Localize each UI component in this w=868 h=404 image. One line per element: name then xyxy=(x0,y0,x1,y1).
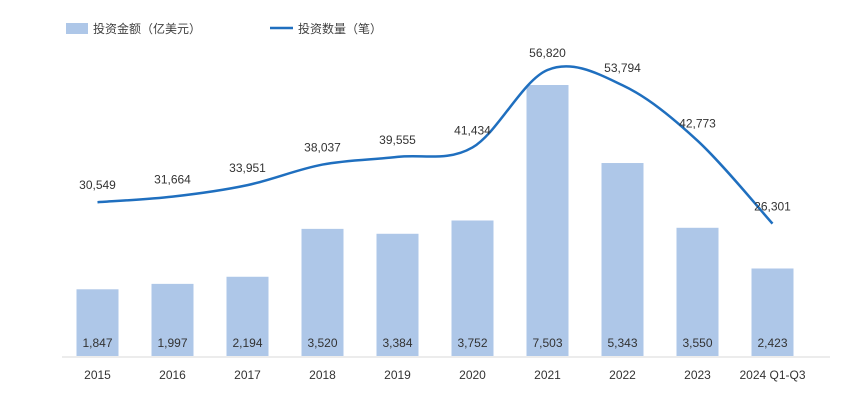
x-tick-2016: 2016 xyxy=(159,368,186,382)
line-label-2015: 30,549 xyxy=(79,178,116,192)
line-label-2021: 56,820 xyxy=(529,46,566,60)
bar-2015 xyxy=(76,289,119,356)
bar-2016 xyxy=(151,283,194,356)
bar-2020 xyxy=(451,220,494,356)
bar-label-2023: 3,550 xyxy=(682,336,712,350)
bar-2023 xyxy=(676,227,719,356)
line-label-2019: 39,555 xyxy=(379,133,416,147)
legend-swatch-amount xyxy=(66,23,88,34)
bar-label-2019: 3,384 xyxy=(382,336,412,350)
bar-label-2016: 1,997 xyxy=(157,336,187,350)
x-tick-2017: 2017 xyxy=(234,368,261,382)
x-tick-2024 Q1-Q3: 2024 Q1-Q3 xyxy=(739,368,805,382)
x-tick-2021: 2021 xyxy=(534,368,561,382)
bar-series xyxy=(76,85,794,357)
legend-label-count: 投资数量（笔） xyxy=(298,21,382,36)
bar-2021 xyxy=(526,85,569,357)
bar-data-labels: 1,847 1,997 2,194 3,520 3,384 3,752 7,503 5,343… xyxy=(82,336,787,350)
x-tick-2015: 2015 xyxy=(84,368,111,382)
line-label-2023: 42,773 xyxy=(679,117,716,131)
line-label-2022: 53,794 xyxy=(604,61,641,75)
bar-label-2017: 2,194 xyxy=(232,336,262,350)
x-tick-2022: 2022 xyxy=(609,368,636,382)
bar-label-2024 Q1-Q3: 2,423 xyxy=(757,336,787,350)
x-axis-ticks: 2015 2016 2017 2018 2019 2020 2021 2022 2023 2024… xyxy=(84,368,806,382)
legend-label-amount: 投资金额（亿美元） xyxy=(93,21,201,36)
line-label-2016: 31,664 xyxy=(154,173,191,187)
bar-label-2022: 5,343 xyxy=(607,336,637,350)
line-label-2020: 41,434 xyxy=(454,123,491,137)
bar-2024 Q1-Q3 xyxy=(751,268,794,356)
bar-2019 xyxy=(376,233,419,356)
line-label-2017: 33,951 xyxy=(229,161,266,175)
x-tick-2023: 2023 xyxy=(684,368,711,382)
bar-label-2015: 1,847 xyxy=(82,336,112,350)
bar-2017 xyxy=(226,276,269,356)
bar-2022 xyxy=(601,163,644,356)
line-data-labels: 30,549 31,664 33,951 38,037 39,555 41,434 56,8… xyxy=(79,46,791,214)
bar-label-2020: 3,752 xyxy=(457,336,487,350)
bar-label-2018: 3,520 xyxy=(307,336,337,350)
bar-label-2021: 7,503 xyxy=(532,336,562,350)
x-tick-2018: 2018 xyxy=(309,368,336,382)
x-tick-2020: 2020 xyxy=(459,368,486,382)
legend: 投资金额（亿美元） 投资数量（笔） xyxy=(66,21,382,36)
x-tick-2019: 2019 xyxy=(384,368,411,382)
bar-2018 xyxy=(301,228,344,356)
line-series xyxy=(97,65,774,225)
line-label-2018: 38,037 xyxy=(304,141,341,155)
line-label-2024 Q1-Q3: 26,301 xyxy=(754,200,791,214)
